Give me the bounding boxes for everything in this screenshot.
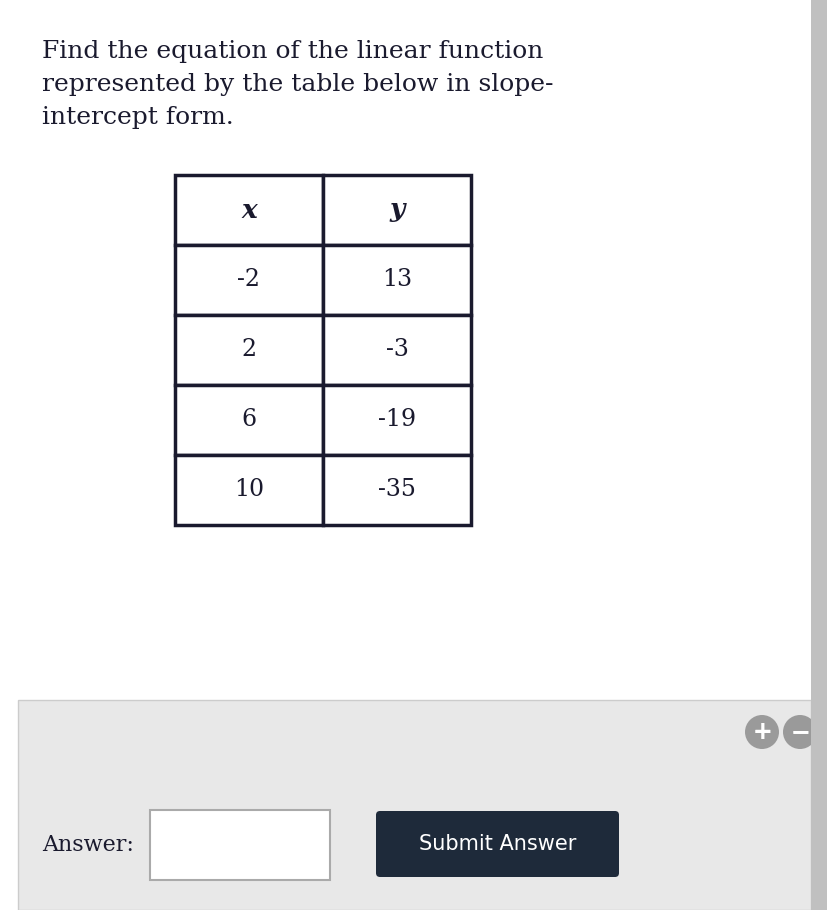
Circle shape — [744, 715, 778, 749]
Text: +: + — [751, 720, 771, 744]
Bar — [810, 0, 827, 910]
Bar — [150, 810, 330, 880]
Text: y: y — [389, 197, 404, 223]
Text: Submit Answer: Submit Answer — [418, 834, 576, 854]
Text: -3: -3 — [385, 339, 408, 361]
Bar — [18, 700, 810, 910]
Text: +: + — [751, 720, 771, 744]
Bar — [323, 455, 471, 525]
Text: 13: 13 — [381, 268, 412, 291]
Bar — [174, 315, 323, 385]
Text: 6: 6 — [241, 409, 256, 431]
Bar — [323, 245, 471, 315]
Text: −: − — [789, 720, 809, 744]
Circle shape — [782, 715, 816, 749]
Bar — [174, 385, 323, 455]
Text: -2: -2 — [237, 268, 261, 291]
Text: −: − — [789, 720, 809, 744]
Bar — [323, 315, 471, 385]
Text: Answer:: Answer: — [42, 834, 134, 856]
Bar — [323, 385, 471, 455]
Text: 2: 2 — [241, 339, 256, 361]
Text: x: x — [241, 197, 256, 223]
Bar — [174, 245, 323, 315]
Text: Find the equation of the linear function: Find the equation of the linear function — [42, 40, 543, 63]
Bar — [174, 175, 323, 245]
Text: intercept form.: intercept form. — [42, 106, 233, 129]
Text: -35: -35 — [378, 479, 415, 501]
Bar — [323, 175, 471, 245]
Bar — [174, 455, 323, 525]
Text: -19: -19 — [377, 409, 415, 431]
Text: 10: 10 — [234, 479, 264, 501]
FancyBboxPatch shape — [375, 811, 619, 877]
Text: represented by the table below in slope-: represented by the table below in slope- — [42, 73, 552, 96]
